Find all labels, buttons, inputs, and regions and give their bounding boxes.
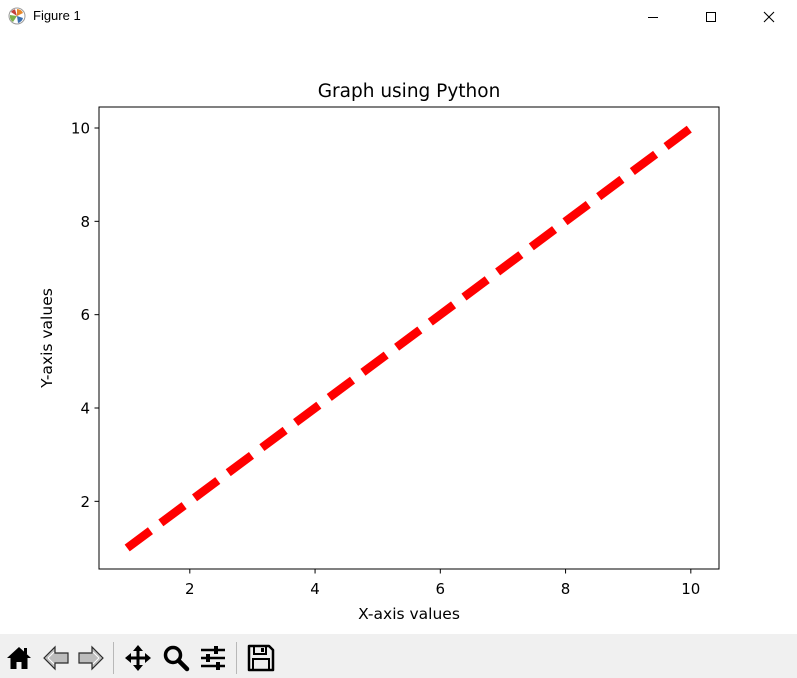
minimize-icon (648, 17, 658, 18)
x-tick-label: 8 (561, 580, 571, 598)
x-tick-label: 10 (681, 580, 700, 598)
y-tick-label: 10 (71, 120, 90, 138)
close-button[interactable] (740, 0, 797, 34)
zoom-magnifier-icon (163, 645, 190, 672)
toolbar-separator (236, 642, 237, 674)
back-button[interactable] (40, 642, 72, 674)
minimize-button[interactable] (624, 0, 682, 34)
y-axis-label: Y-axis values (38, 288, 56, 389)
toolbar-separator (113, 642, 114, 674)
x-axis-label: X-axis values (358, 605, 460, 623)
back-arrow-icon (43, 645, 69, 671)
maximize-icon (706, 12, 716, 22)
title-bar: Figure 1 (0, 0, 797, 34)
forward-arrow-icon (78, 645, 104, 671)
y-tick-label: 4 (80, 400, 90, 418)
matplotlib-logo-icon (8, 7, 26, 25)
series-line (124, 124, 694, 552)
chart-title: Graph using Python (318, 81, 501, 102)
x-tick-label: 2 (185, 580, 195, 598)
save-floppy-icon (247, 644, 275, 672)
home-icon (7, 647, 31, 669)
close-icon (763, 11, 775, 23)
x-tick-label: 6 (436, 580, 446, 598)
y-tick-label: 6 (80, 306, 90, 324)
figure-canvas: 2 4 6 8 10 2 4 6 8 10 Graph using Python X-axis val… (38, 81, 720, 623)
window-title: Figure 1 (33, 8, 81, 23)
navigation-toolbar (0, 634, 797, 678)
zoom-button[interactable] (160, 642, 192, 674)
maximize-button[interactable] (682, 0, 740, 34)
configure-subplots-button[interactable] (197, 642, 229, 674)
home-button[interactable] (3, 642, 35, 674)
y-tick-label: 2 (80, 493, 90, 511)
axes-frame (98, 106, 720, 570)
x-tick-label: 4 (310, 580, 320, 598)
forward-button[interactable] (75, 642, 107, 674)
y-tick-label: 8 (80, 213, 90, 231)
configure-subplots-icon (201, 646, 225, 670)
pan-move-icon (125, 645, 151, 671)
save-button[interactable] (245, 642, 277, 674)
pan-button[interactable] (122, 642, 154, 674)
